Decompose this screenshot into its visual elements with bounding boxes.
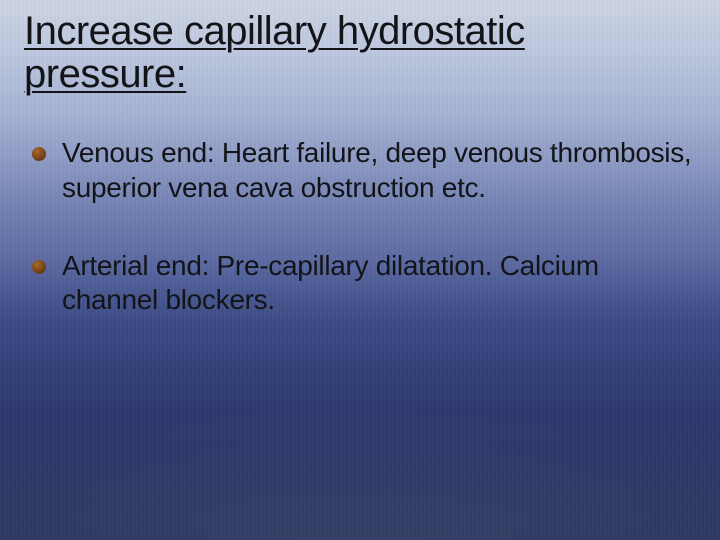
slide-title: Increase capillary hydrostatic pressure: xyxy=(24,10,696,96)
list-item: Venous end: Heart failure, deep venous t… xyxy=(32,136,696,204)
slide-content: Increase capillary hydrostatic pressure:… xyxy=(0,0,720,317)
list-item: Arterial end: Pre-capillary dilatation. … xyxy=(32,249,696,317)
bullet-list: Venous end: Heart failure, deep venous t… xyxy=(24,136,696,317)
slide: Increase capillary hydrostatic pressure:… xyxy=(0,0,720,540)
